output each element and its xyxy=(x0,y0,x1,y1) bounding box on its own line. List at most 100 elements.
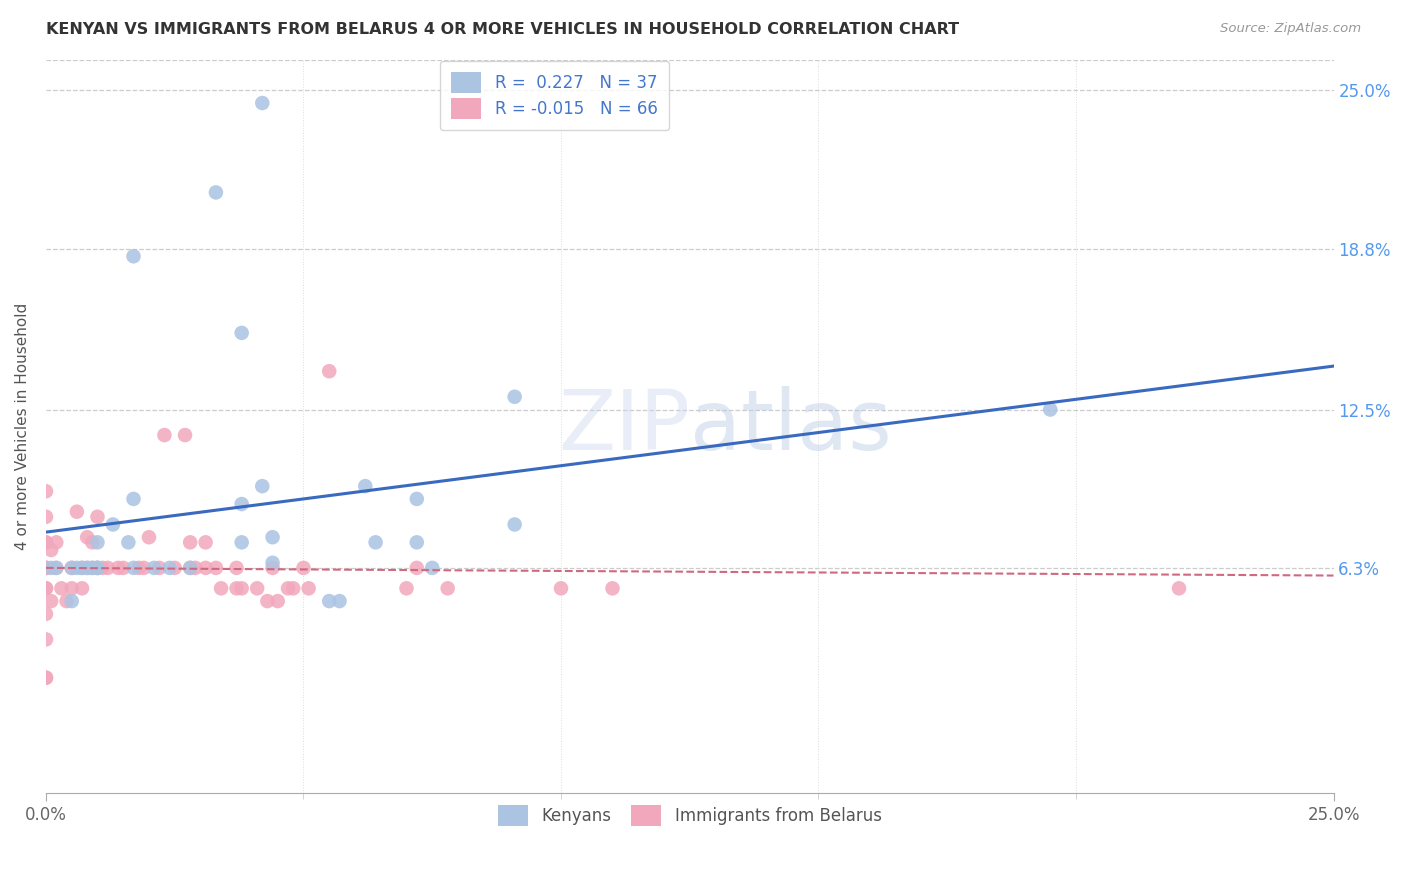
Point xyxy=(231,326,253,340)
Point xyxy=(35,582,58,596)
Point xyxy=(179,561,201,575)
Point xyxy=(51,582,73,596)
Point xyxy=(82,561,104,575)
Point xyxy=(231,497,253,511)
Point xyxy=(86,561,108,575)
Point xyxy=(60,594,83,608)
Point xyxy=(112,561,135,575)
Point xyxy=(252,95,274,110)
Point xyxy=(35,671,58,685)
Point xyxy=(86,561,108,575)
Point xyxy=(405,535,427,549)
Point xyxy=(262,561,284,575)
Point xyxy=(194,561,217,575)
Point xyxy=(39,594,62,608)
Point xyxy=(76,561,98,575)
Point xyxy=(117,535,139,549)
Point xyxy=(35,582,58,596)
Point xyxy=(267,594,290,608)
Point xyxy=(70,561,93,575)
Point xyxy=(225,582,247,596)
Point xyxy=(122,561,145,575)
Point xyxy=(246,582,269,596)
Point xyxy=(86,535,108,549)
Point xyxy=(153,428,176,442)
Point xyxy=(277,582,299,596)
Point xyxy=(205,561,228,575)
Point xyxy=(60,561,83,575)
Point xyxy=(395,582,418,596)
Point xyxy=(35,561,58,575)
Point xyxy=(262,530,284,544)
Point xyxy=(82,535,104,549)
Point xyxy=(503,390,526,404)
Point xyxy=(82,561,104,575)
Point xyxy=(205,186,228,200)
Point xyxy=(159,561,181,575)
Point xyxy=(45,535,67,549)
Point xyxy=(231,582,253,596)
Point xyxy=(256,594,278,608)
Point xyxy=(39,543,62,558)
Point xyxy=(405,491,427,506)
Point xyxy=(55,594,77,608)
Point xyxy=(86,561,108,575)
Point xyxy=(128,561,150,575)
Point xyxy=(66,505,89,519)
Point xyxy=(420,561,443,575)
Point xyxy=(45,561,67,575)
Point xyxy=(66,561,89,575)
Point xyxy=(35,561,58,575)
Point xyxy=(148,561,170,575)
Point xyxy=(122,491,145,506)
Point xyxy=(179,535,201,549)
Point xyxy=(602,582,624,596)
Point xyxy=(163,561,186,575)
Point xyxy=(231,535,253,549)
Point xyxy=(97,561,120,575)
Text: atlas: atlas xyxy=(690,385,891,467)
Point xyxy=(550,582,572,596)
Point xyxy=(179,561,201,575)
Y-axis label: 4 or more Vehicles in Household: 4 or more Vehicles in Household xyxy=(15,302,30,549)
Point xyxy=(35,607,58,621)
Text: KENYAN VS IMMIGRANTS FROM BELARUS 4 OR MORE VEHICLES IN HOUSEHOLD CORRELATION CH: KENYAN VS IMMIGRANTS FROM BELARUS 4 OR M… xyxy=(46,22,959,37)
Point xyxy=(35,509,58,524)
Point xyxy=(76,561,98,575)
Point xyxy=(503,517,526,532)
Point xyxy=(292,561,315,575)
Text: Source: ZipAtlas.com: Source: ZipAtlas.com xyxy=(1220,22,1361,36)
Point xyxy=(262,556,284,570)
Point xyxy=(138,530,160,544)
Point xyxy=(35,535,58,549)
Point xyxy=(70,561,93,575)
Point xyxy=(328,594,350,608)
Point xyxy=(70,582,93,596)
Point xyxy=(194,535,217,549)
Point xyxy=(39,561,62,575)
Point xyxy=(107,561,129,575)
Point xyxy=(1168,582,1191,596)
Point xyxy=(318,594,340,608)
Point xyxy=(45,561,67,575)
Point xyxy=(318,364,340,378)
Point xyxy=(364,535,387,549)
Point xyxy=(60,561,83,575)
Point xyxy=(184,561,207,575)
Point xyxy=(35,671,58,685)
Point xyxy=(174,428,197,442)
Legend: Kenyans, Immigrants from Belarus: Kenyans, Immigrants from Belarus xyxy=(488,796,891,836)
Point xyxy=(35,561,58,575)
Point xyxy=(436,582,458,596)
Point xyxy=(35,632,58,647)
Point xyxy=(405,561,427,575)
Point xyxy=(298,582,321,596)
Point xyxy=(35,484,58,499)
Point xyxy=(354,479,377,493)
Text: ZIP: ZIP xyxy=(558,385,690,467)
Point xyxy=(1039,402,1062,417)
Point xyxy=(225,561,247,575)
Point xyxy=(91,561,114,575)
Point xyxy=(35,535,58,549)
Point xyxy=(252,479,274,493)
